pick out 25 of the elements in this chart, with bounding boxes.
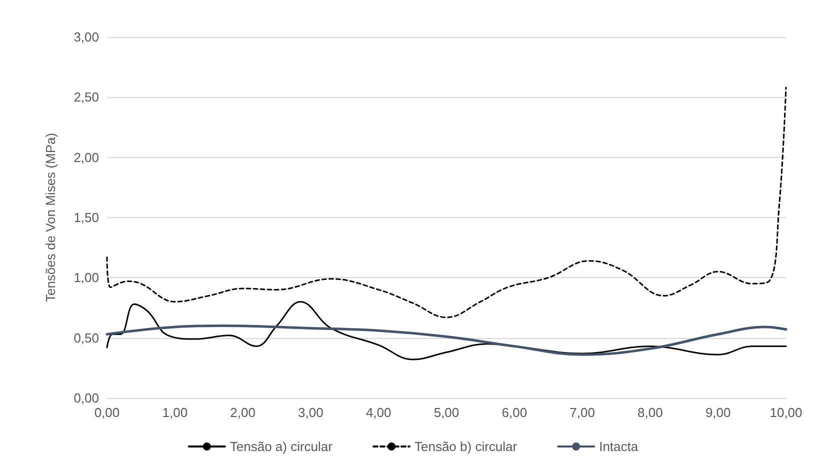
line-series bbox=[106, 300, 787, 360]
x-tick-label: 7,00 bbox=[570, 405, 595, 420]
line-series bbox=[106, 324, 788, 356]
y-tick-label: 1,00 bbox=[74, 270, 99, 286]
x-tick-label: 4,00 bbox=[366, 405, 392, 420]
x-tick-label: 6,00 bbox=[502, 405, 528, 420]
y-tick-label: 1,50 bbox=[74, 210, 99, 225]
x-tick-label: 0,00 bbox=[94, 405, 120, 420]
y-tick-label: 3,00 bbox=[74, 30, 99, 44]
x-tick-label: 5,00 bbox=[434, 405, 460, 420]
line-series bbox=[106, 86, 787, 318]
x-tick-label: 8,00 bbox=[638, 405, 663, 420]
legend-label: Intacta bbox=[599, 439, 639, 454]
y-tick-label: 0,00 bbox=[74, 390, 99, 406]
x-tick-label: 3,00 bbox=[298, 405, 324, 420]
y-tick-label: 2,00 bbox=[74, 150, 99, 165]
y-tick-label: 2,50 bbox=[74, 90, 99, 105]
legend-label: Tensão a) circular bbox=[230, 439, 334, 454]
legend-label: Tensão b) circular bbox=[414, 439, 518, 454]
x-tick-label: 9,00 bbox=[705, 405, 731, 420]
y-tick-label: 0,50 bbox=[74, 330, 99, 346]
x-tick-label: 2,00 bbox=[230, 405, 256, 420]
x-tick-label: 10,00 bbox=[770, 405, 802, 420]
x-tick-label: 1,00 bbox=[162, 405, 188, 420]
y-axis-title: Tensões de Von Mises (MPa) bbox=[43, 132, 58, 302]
